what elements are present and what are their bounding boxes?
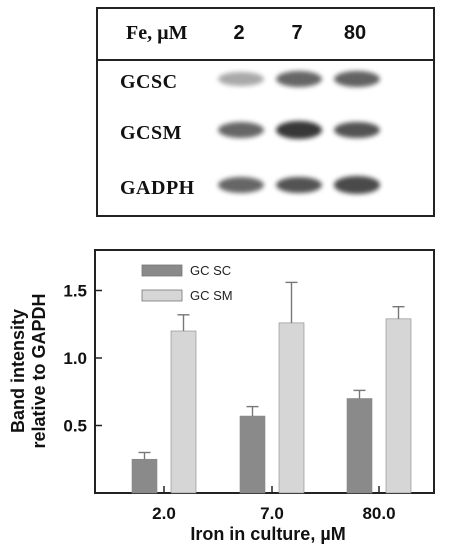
- x-tick-label: 2.0: [152, 504, 176, 523]
- band-gadph-lane-2: [276, 176, 322, 194]
- band-intensity-bar-chart: Band intensity relative to GAPDH Iron in…: [8, 249, 435, 544]
- row-label-gadph: GADPH: [120, 177, 195, 199]
- x-tick-label: 7.0: [260, 504, 284, 523]
- bar-gc-sm-80.0: [385, 318, 412, 494]
- y-tick-label: 0.5: [63, 417, 87, 436]
- chart-marks: 0.5 1.0 1.5 2.0 7.0 80.0: [63, 282, 412, 523]
- band-gcsc-lane-3: [334, 70, 380, 88]
- bar-gc-sm-7.0: [278, 322, 305, 494]
- bar-gc-sm-2.0: [170, 330, 197, 494]
- bar-gc-sc-80.0: [346, 398, 373, 494]
- lane-label-2: 2: [233, 22, 245, 44]
- x-tick-label: 80.0: [362, 504, 395, 523]
- y-axis-title-line1: Band intensity: [8, 309, 28, 433]
- y-axis-title-line2: relative to GAPDH: [29, 293, 49, 448]
- band-gcsm-lane-1: [218, 121, 264, 139]
- lane-label-7: 7: [291, 22, 303, 44]
- band-gadph-lane-3: [334, 176, 380, 194]
- lane-label-80: 80: [343, 22, 367, 44]
- legend-label-gc-sc: GC SC: [190, 263, 231, 278]
- iron-concentration-label: Fe, µM: [126, 22, 188, 44]
- blot-header: Fe, µM 2 7 80: [98, 9, 433, 61]
- bar-gc-sc-2.0: [131, 458, 158, 494]
- band-gcsc-lane-1: [218, 71, 264, 87]
- row-label-gcsc: GCSC: [120, 71, 178, 93]
- band-gcsm-lane-2: [276, 121, 322, 139]
- legend-swatch-gc-sc: [141, 264, 183, 277]
- legend-label-gc-sm: GC SM: [190, 288, 233, 303]
- y-tick-label: 1.0: [63, 349, 87, 368]
- band-gcsc-lane-2: [276, 70, 322, 88]
- bar-gc-sc-7.0: [239, 415, 266, 494]
- band-gadph-lane-1: [218, 176, 264, 194]
- y-tick-label: 1.5: [63, 282, 87, 301]
- x-axis-title: Iron in culture, µM: [190, 524, 345, 544]
- legend-swatch-gc-sm: [141, 289, 183, 302]
- western-blot-panel: Fe, µM 2 7 80 GCSC GCSM GADPH: [96, 7, 435, 217]
- band-gcsm-lane-3: [334, 121, 380, 139]
- row-label-gcsm: GCSM: [120, 122, 182, 144]
